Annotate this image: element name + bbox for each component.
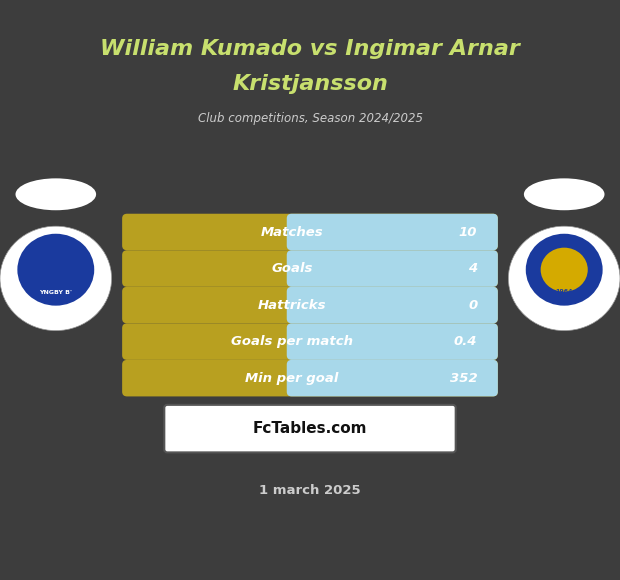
FancyBboxPatch shape [122,324,498,360]
Text: William Kumado vs Ingimar Arnar: William Kumado vs Ingimar Arnar [100,39,520,59]
Text: 1964: 1964 [556,289,573,293]
Circle shape [508,226,620,331]
Circle shape [17,234,94,306]
Circle shape [0,226,112,331]
Text: 4: 4 [468,262,477,275]
Text: Kristjansson: Kristjansson [232,74,388,94]
FancyBboxPatch shape [286,251,498,287]
Circle shape [541,248,588,292]
Text: 10: 10 [459,226,477,238]
FancyBboxPatch shape [122,214,498,251]
Text: Matches: Matches [260,226,323,238]
Text: Hattricks: Hattricks [257,299,326,311]
FancyBboxPatch shape [122,251,498,287]
Text: 0.4: 0.4 [454,335,477,348]
Text: 352: 352 [450,372,477,385]
FancyBboxPatch shape [286,287,498,324]
FancyBboxPatch shape [286,324,498,360]
Text: Goals: Goals [271,262,312,275]
Circle shape [526,234,603,306]
Ellipse shape [16,179,96,210]
Text: 0: 0 [468,299,477,311]
FancyBboxPatch shape [286,214,498,251]
Text: Min per goal: Min per goal [245,372,339,385]
Ellipse shape [524,179,604,210]
Text: YNGBY B': YNGBY B' [39,291,73,295]
FancyBboxPatch shape [286,360,498,397]
FancyBboxPatch shape [122,287,498,324]
Text: FcTables.com: FcTables.com [253,420,367,436]
Text: Club competitions, Season 2024/2025: Club competitions, Season 2024/2025 [198,113,422,125]
Text: 1 march 2025: 1 march 2025 [259,484,361,496]
Text: Goals per match: Goals per match [231,335,353,348]
FancyBboxPatch shape [122,360,498,397]
FancyBboxPatch shape [164,405,456,452]
